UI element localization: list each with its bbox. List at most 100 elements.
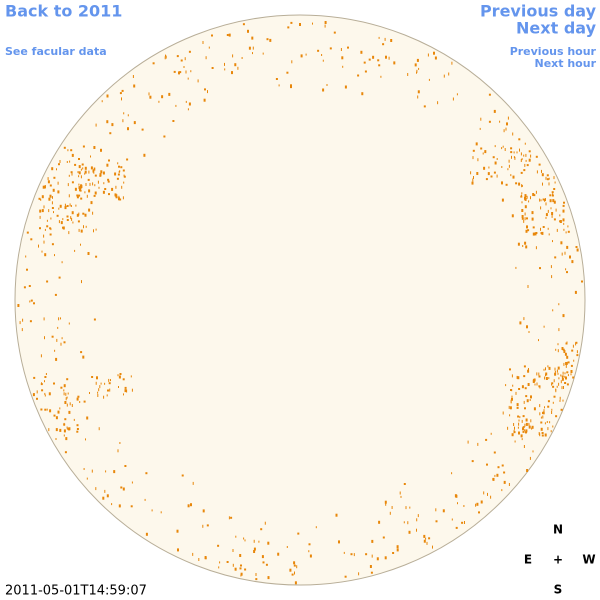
facula bbox=[87, 178, 90, 181]
facula bbox=[63, 429, 66, 433]
facula bbox=[566, 341, 568, 344]
previous-day-link[interactable]: Previous day bbox=[480, 2, 597, 21]
facula bbox=[371, 554, 373, 558]
facula bbox=[507, 426, 509, 430]
facula bbox=[515, 266, 517, 269]
facula bbox=[30, 238, 33, 241]
facula bbox=[118, 504, 121, 508]
facula bbox=[187, 504, 190, 508]
facula bbox=[192, 552, 194, 556]
facula bbox=[522, 245, 524, 247]
facula bbox=[232, 54, 234, 58]
facula bbox=[132, 75, 134, 78]
facula bbox=[50, 228, 52, 231]
facula bbox=[92, 182, 94, 186]
facula bbox=[501, 181, 503, 185]
facula bbox=[324, 21, 327, 24]
facula bbox=[63, 384, 66, 388]
facular-link[interactable]: See facular data bbox=[5, 45, 107, 58]
facula bbox=[523, 445, 525, 448]
facula bbox=[260, 528, 263, 531]
facula bbox=[74, 187, 77, 191]
facula bbox=[57, 410, 60, 414]
facula bbox=[61, 337, 63, 340]
facula bbox=[490, 495, 492, 499]
next-day-link[interactable]: Next day bbox=[516, 19, 597, 38]
facula bbox=[293, 564, 296, 567]
facula bbox=[551, 383, 553, 386]
facula bbox=[530, 395, 532, 399]
facula bbox=[519, 148, 520, 152]
facula bbox=[555, 348, 557, 351]
facula bbox=[224, 62, 225, 66]
facula bbox=[315, 526, 317, 529]
facula bbox=[521, 192, 523, 195]
facula bbox=[576, 350, 578, 354]
facula bbox=[539, 267, 541, 270]
facula bbox=[66, 403, 68, 407]
facula bbox=[77, 171, 79, 174]
facula bbox=[528, 368, 529, 370]
facula bbox=[561, 375, 564, 378]
facula bbox=[76, 428, 79, 430]
facula bbox=[232, 549, 234, 552]
facula bbox=[378, 36, 380, 39]
facula bbox=[552, 193, 554, 197]
facula bbox=[106, 120, 109, 124]
facula bbox=[232, 563, 234, 567]
previous-hour-link[interactable]: Previous hour bbox=[510, 45, 597, 58]
facula bbox=[148, 92, 150, 96]
facula bbox=[490, 432, 492, 435]
facula bbox=[115, 185, 117, 189]
facula bbox=[42, 185, 45, 189]
facula bbox=[93, 167, 95, 171]
facula bbox=[561, 347, 564, 350]
facula bbox=[206, 524, 209, 527]
facula bbox=[70, 149, 73, 152]
back-link[interactable]: Back to 2011 bbox=[5, 2, 122, 21]
facula bbox=[434, 56, 437, 60]
facula bbox=[538, 339, 539, 342]
facula bbox=[54, 254, 55, 257]
facula bbox=[122, 487, 125, 491]
facula bbox=[95, 381, 97, 385]
facula bbox=[64, 418, 67, 421]
facula bbox=[64, 206, 67, 210]
facula bbox=[552, 425, 554, 428]
facula bbox=[242, 23, 245, 26]
facula bbox=[475, 142, 478, 146]
facula bbox=[562, 314, 565, 318]
facula bbox=[100, 170, 103, 174]
facula bbox=[39, 209, 42, 213]
facula bbox=[290, 84, 292, 88]
facula bbox=[308, 550, 310, 553]
next-hour-link[interactable]: Next hour bbox=[535, 57, 597, 70]
facula bbox=[253, 547, 256, 551]
facula bbox=[548, 177, 550, 180]
facula bbox=[545, 202, 547, 206]
facula bbox=[526, 164, 529, 167]
facula bbox=[487, 492, 488, 496]
facula bbox=[51, 207, 54, 209]
facula bbox=[571, 260, 574, 264]
facula bbox=[80, 243, 81, 246]
facula bbox=[32, 393, 35, 397]
facula bbox=[40, 198, 42, 201]
facula bbox=[80, 197, 83, 200]
facula bbox=[480, 117, 482, 121]
facula bbox=[520, 159, 522, 162]
facula bbox=[96, 376, 98, 380]
facula bbox=[538, 432, 540, 435]
facula bbox=[335, 513, 338, 517]
facula bbox=[103, 395, 105, 399]
facula bbox=[540, 427, 543, 431]
facula bbox=[360, 50, 363, 54]
facula bbox=[57, 190, 60, 194]
facula bbox=[204, 88, 206, 91]
facula bbox=[290, 21, 293, 24]
facula bbox=[143, 153, 146, 157]
facula bbox=[277, 552, 280, 556]
facula bbox=[44, 228, 46, 231]
facula bbox=[523, 154, 525, 157]
facula bbox=[130, 375, 132, 378]
